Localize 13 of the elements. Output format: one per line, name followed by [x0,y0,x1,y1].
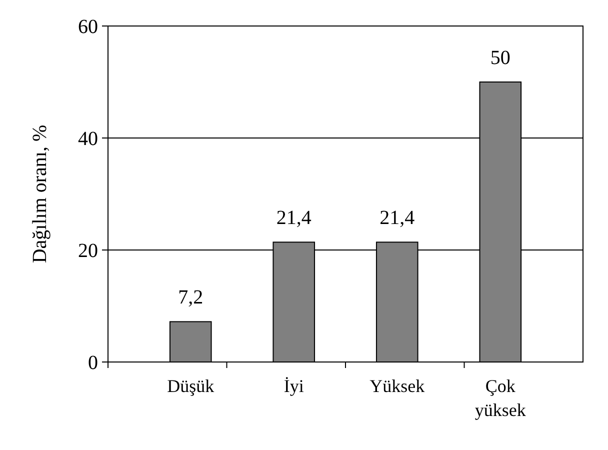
x-tick-label: Çok yüksek [474,376,526,420]
x-tick-label: Düşük [167,376,214,396]
data-label: 21,4 [380,207,415,230]
data-label: 7,2 [178,286,204,309]
x-tick-label: Yüksek [370,376,425,396]
y-tick-label: 0 [88,352,98,374]
x-tick-label: İyi [284,376,304,396]
y-tick-label: 40 [78,128,98,150]
y-tick-label: 60 [78,16,98,38]
y-tick-label: 20 [78,240,98,262]
y-axis-title: Dağılım oranı, % [29,124,51,264]
data-label: 21,4 [276,207,312,230]
data-label: 50 [490,47,510,69]
